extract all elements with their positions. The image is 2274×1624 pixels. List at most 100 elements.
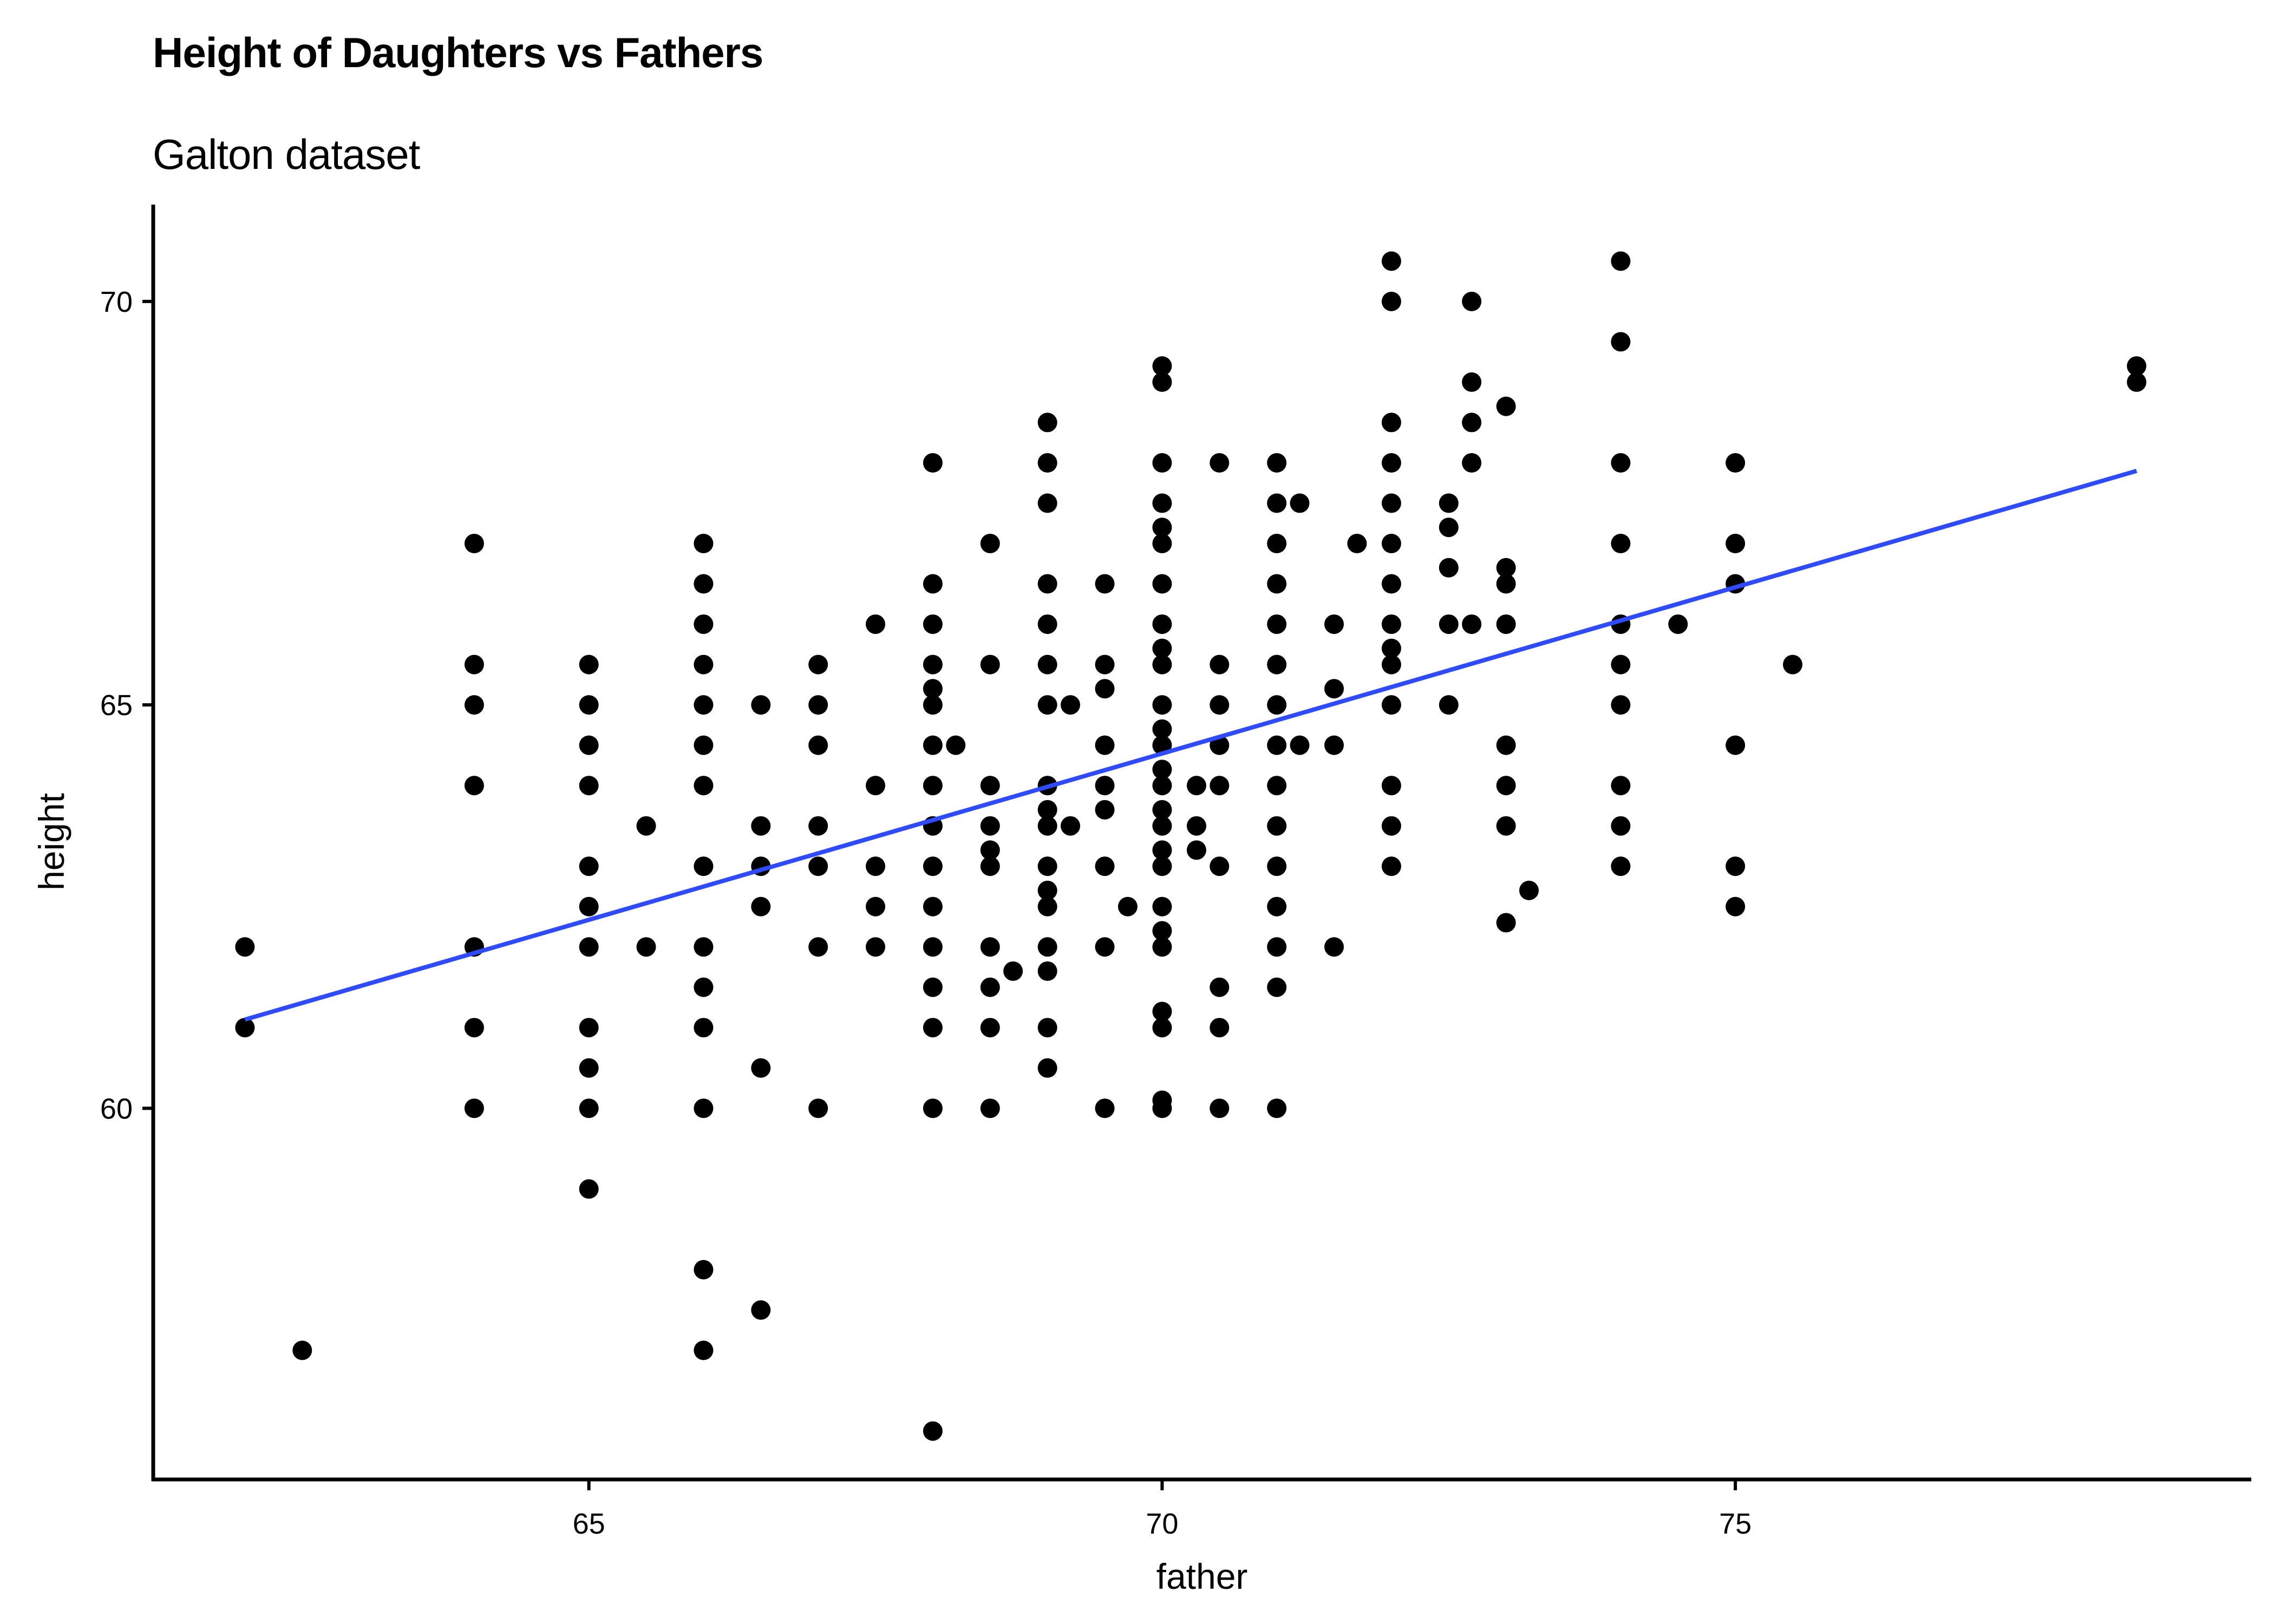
data-point — [1095, 679, 1115, 699]
data-point — [923, 856, 943, 876]
data-point — [923, 453, 943, 473]
x-axis-title: father — [1156, 1556, 1248, 1596]
data-point — [1267, 856, 1287, 876]
data-point — [1152, 518, 1172, 538]
data-point — [292, 1340, 312, 1360]
data-point — [1611, 654, 1631, 675]
data-point — [1152, 372, 1172, 392]
data-point — [1267, 776, 1287, 796]
data-point — [694, 574, 714, 594]
data-point — [980, 840, 1000, 860]
data-point — [579, 776, 599, 796]
data-point — [694, 614, 714, 634]
data-point — [1439, 558, 1459, 578]
data-point — [923, 654, 943, 675]
chart-title: Height of Daughters vs Fathers — [153, 29, 763, 76]
data-point — [1496, 558, 1516, 578]
data-point — [1060, 695, 1080, 715]
data-point — [1267, 896, 1287, 916]
data-point — [1381, 493, 1401, 513]
data-point — [1439, 518, 1459, 538]
data-point — [751, 1058, 771, 1078]
data-point — [923, 977, 943, 997]
data-point — [694, 654, 714, 675]
regression-line — [244, 469, 2138, 1022]
x-tick-label: 70 — [1146, 1508, 1178, 1540]
data-point — [1783, 654, 1803, 675]
data-point — [235, 937, 255, 957]
y-axis-ticks: 60 65 70 — [100, 286, 153, 1125]
data-point — [1267, 654, 1287, 675]
data-point — [1037, 1058, 1057, 1078]
data-point — [1152, 534, 1172, 554]
data-point — [1267, 695, 1287, 715]
data-point — [1152, 800, 1172, 820]
data-point — [923, 679, 943, 699]
data-point — [1726, 896, 1746, 916]
data-point — [1152, 896, 1172, 916]
data-point — [980, 776, 1000, 796]
data-point — [1095, 937, 1115, 957]
data-point — [923, 1018, 943, 1038]
data-point — [1095, 856, 1115, 876]
data-point — [1324, 735, 1344, 755]
data-point — [1496, 776, 1516, 796]
points-layer — [235, 251, 2147, 1441]
data-point — [1210, 977, 1230, 997]
data-point — [751, 896, 771, 916]
data-point — [1060, 816, 1080, 836]
data-point — [1381, 695, 1401, 715]
data-point — [579, 695, 599, 715]
data-point — [1037, 880, 1057, 900]
data-point — [464, 1018, 484, 1038]
data-point — [1152, 840, 1172, 860]
data-point — [1611, 776, 1631, 796]
data-point — [1210, 654, 1230, 675]
data-point — [1381, 816, 1401, 836]
data-point — [1381, 453, 1401, 473]
data-point — [579, 1179, 599, 1199]
data-point — [1037, 961, 1057, 981]
data-point — [636, 816, 656, 836]
data-point — [464, 776, 484, 796]
data-point — [464, 534, 484, 554]
data-point — [1037, 614, 1057, 634]
data-point — [1611, 534, 1631, 554]
data-point — [1267, 977, 1287, 997]
data-point — [923, 695, 943, 715]
data-point — [980, 534, 1000, 554]
data-point — [1347, 534, 1367, 554]
data-point — [1152, 921, 1172, 941]
data-point — [1324, 679, 1344, 699]
data-point — [866, 614, 886, 634]
data-point — [1726, 735, 1746, 755]
data-point — [1152, 776, 1172, 796]
data-point — [1496, 816, 1516, 836]
data-point — [1152, 1001, 1172, 1021]
data-point — [579, 856, 599, 876]
data-point — [1462, 412, 1482, 433]
data-point — [923, 776, 943, 796]
data-point — [1611, 251, 1631, 271]
data-point — [464, 695, 484, 715]
data-point — [980, 654, 1000, 675]
data-point — [1290, 735, 1310, 755]
data-point — [923, 574, 943, 594]
data-point — [980, 1018, 1000, 1038]
data-point — [1152, 614, 1172, 634]
data-point — [1152, 937, 1172, 957]
data-point — [1381, 638, 1401, 658]
x-tick-label: 65 — [573, 1508, 605, 1540]
data-point — [1186, 816, 1206, 836]
data-point — [1324, 614, 1344, 634]
data-point — [1095, 574, 1115, 594]
data-point — [1267, 816, 1287, 836]
data-point — [808, 816, 828, 836]
data-point — [1186, 840, 1206, 860]
data-point — [1037, 896, 1057, 916]
data-point — [1210, 1018, 1230, 1038]
data-point — [1210, 695, 1230, 715]
data-point — [694, 776, 714, 796]
data-point — [980, 816, 1000, 836]
